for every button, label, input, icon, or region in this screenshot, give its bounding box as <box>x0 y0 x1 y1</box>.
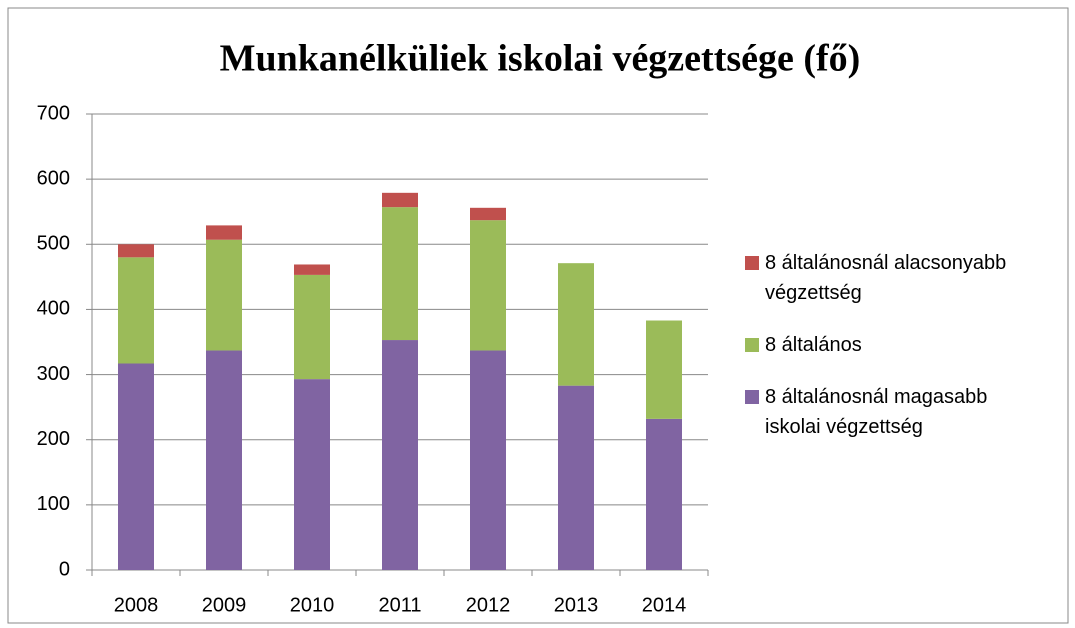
y-tick-label: 200 <box>37 428 70 450</box>
chart-title: Munkanélküliek iskolai végzettsége (fő) <box>220 38 861 80</box>
bar-segment <box>382 207 418 341</box>
bar-segment <box>558 385 594 570</box>
bar-segment <box>558 263 594 386</box>
bar-segment <box>206 225 242 240</box>
x-tick-label: 2014 <box>642 594 687 616</box>
chart-frame <box>7 7 1069 624</box>
bar-segment <box>646 320 682 419</box>
legend: 8 általánosnál alacsonyabb végzettség 8 á… <box>745 248 1035 464</box>
bar-segment <box>470 220 506 351</box>
y-tick-label: 300 <box>37 363 70 385</box>
bar-segment <box>382 340 418 570</box>
legend-swatch <box>745 338 759 352</box>
x-tick-label: 2013 <box>554 594 599 616</box>
x-tick-label: 2012 <box>466 594 511 616</box>
legend-label: 8 általánosnál magasabb iskolai végzetts… <box>765 386 988 438</box>
bar-segment <box>470 207 506 221</box>
y-tick-label: 400 <box>37 298 70 320</box>
legend-swatch <box>745 390 759 404</box>
legend-item: 8 általánosnál alacsonyabb végzettség <box>745 248 1035 308</box>
x-tick-label: 2010 <box>290 594 335 616</box>
legend-item: 8 általánosnál magasabb iskolai végzetts… <box>745 382 1035 442</box>
legend-label: 8 általánosnál alacsonyabb végzettség <box>765 252 1007 304</box>
bar-segment <box>294 274 330 380</box>
x-tick-label: 2008 <box>114 594 159 616</box>
bar-segment <box>470 350 506 570</box>
y-tick-label: 600 <box>37 167 70 189</box>
bar-segment <box>294 379 330 570</box>
legend-label: 8 általános <box>765 334 862 356</box>
bar-segment <box>382 192 418 208</box>
bar-segment <box>118 257 154 364</box>
y-tick-label: 100 <box>37 493 70 515</box>
bar-segment <box>294 264 330 275</box>
bar-segment <box>206 239 242 351</box>
bar-segment <box>646 418 682 570</box>
y-tick-label: 500 <box>37 233 70 255</box>
y-tick-label: 0 <box>59 558 70 580</box>
legend-swatch <box>745 256 759 270</box>
bar-segment <box>206 350 242 570</box>
x-tick-label: 2011 <box>378 594 421 616</box>
bar-segment <box>118 244 154 258</box>
y-tick-label: 700 <box>37 102 70 124</box>
x-tick-label: 2009 <box>202 594 247 616</box>
bar-segment <box>118 363 154 570</box>
legend-item: 8 általános <box>745 330 1035 360</box>
